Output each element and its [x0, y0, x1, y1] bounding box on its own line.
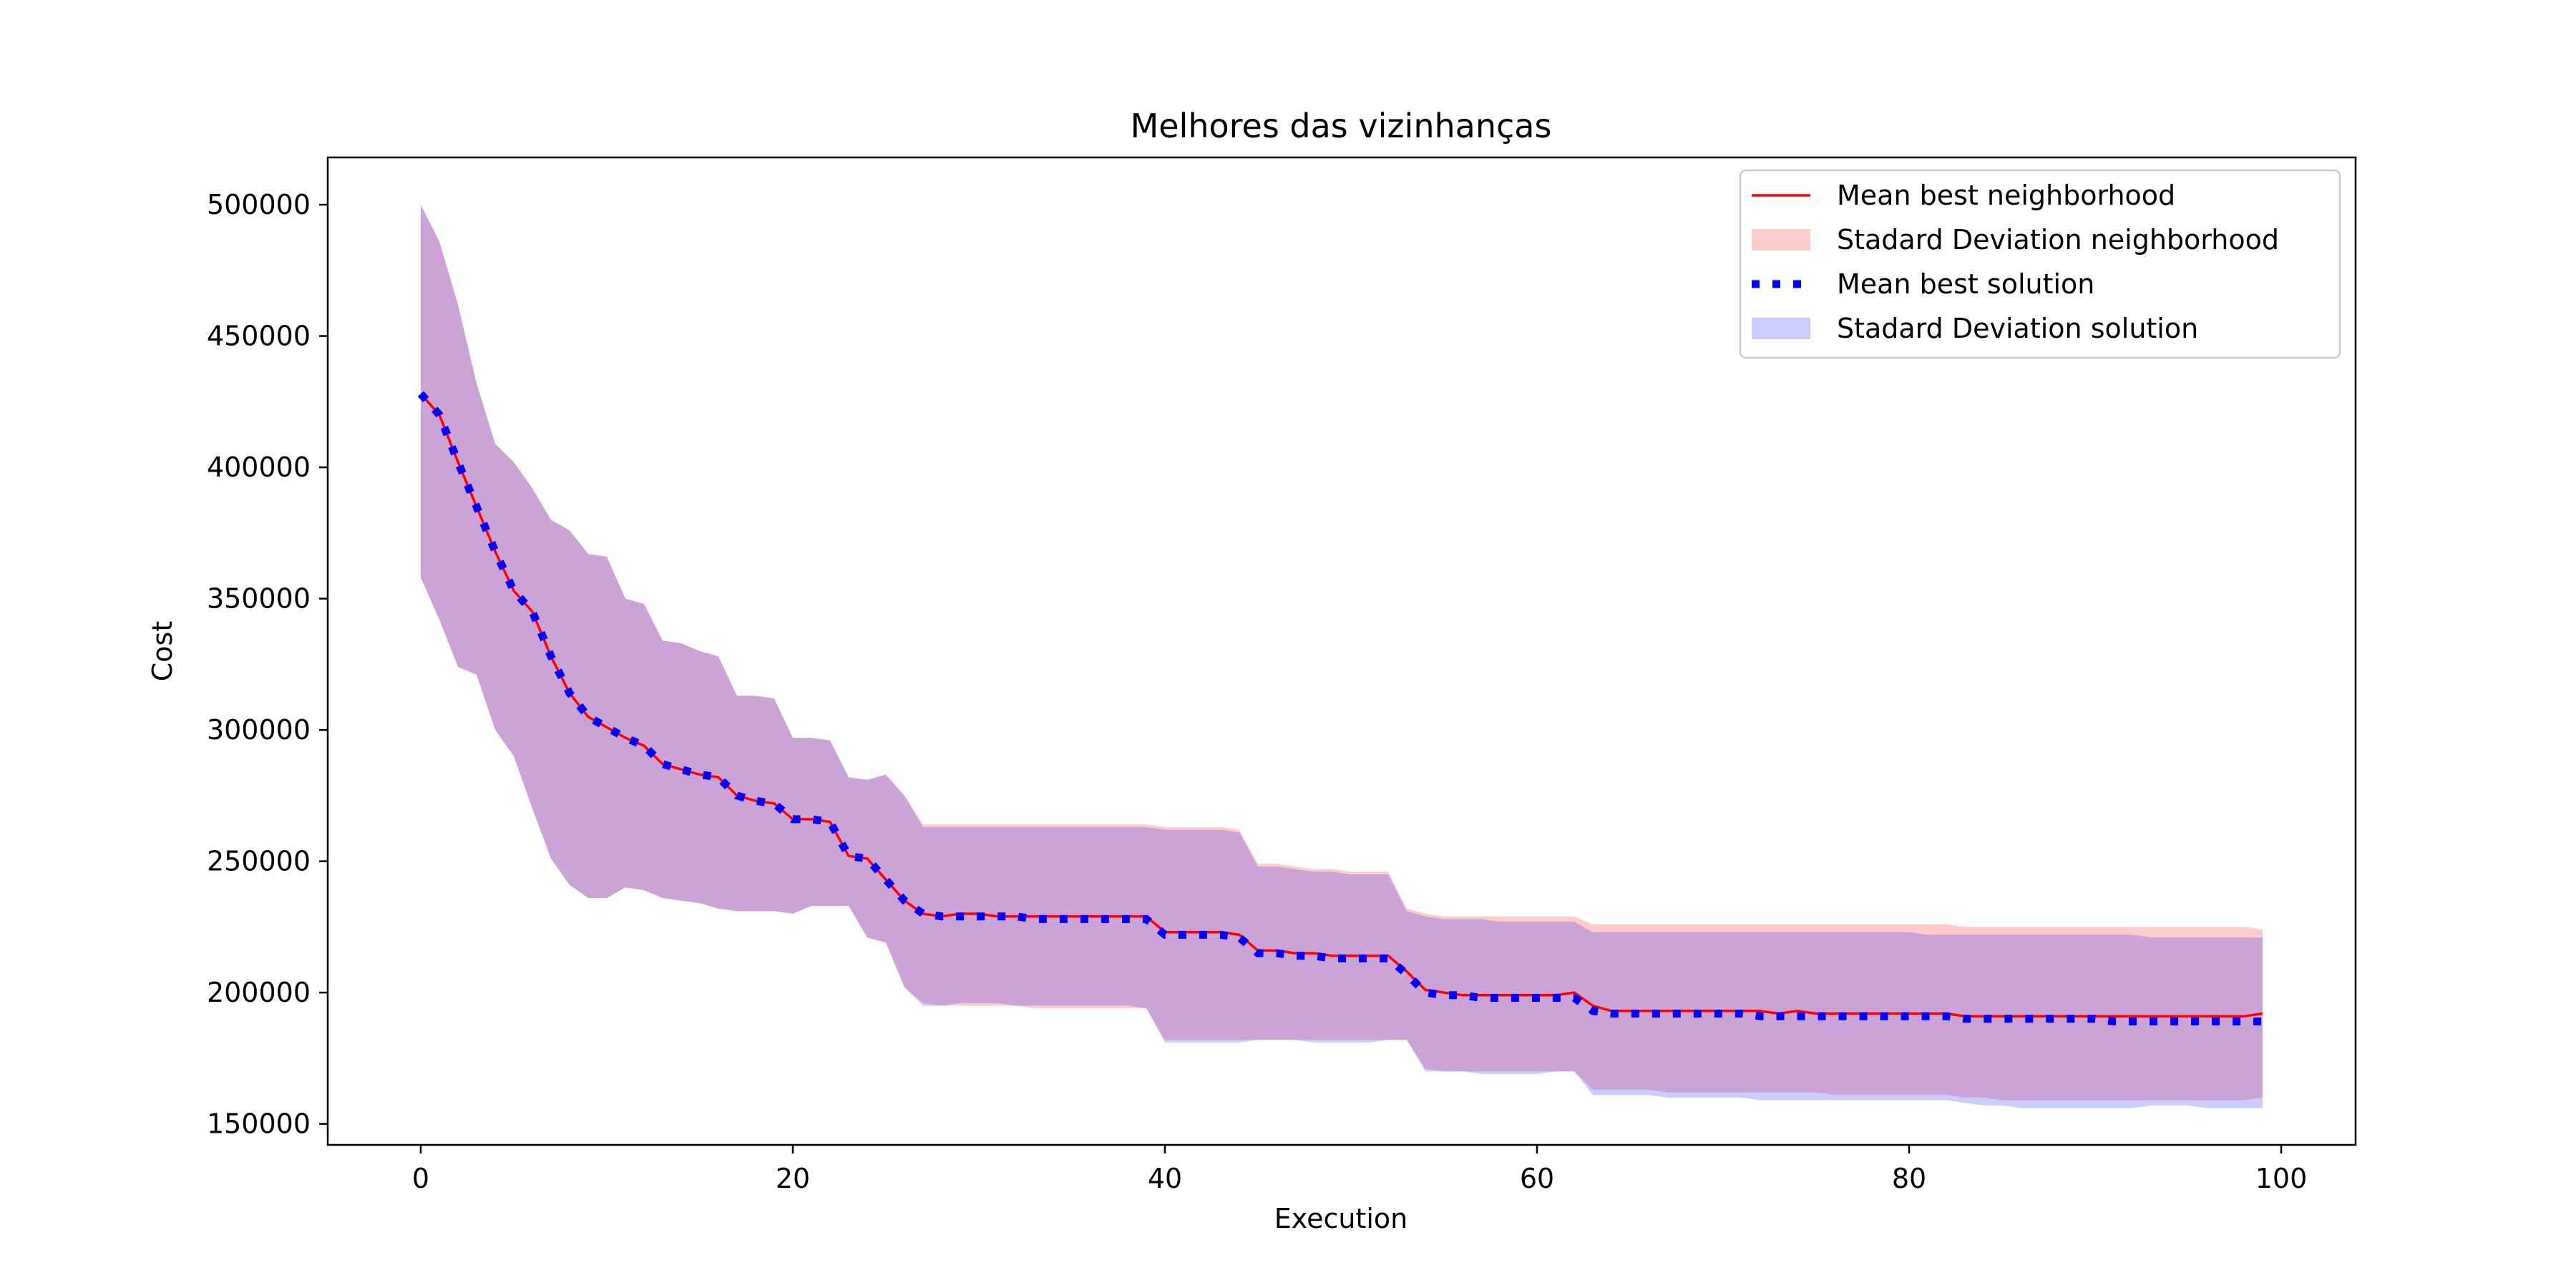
x-axis: 0 20 40 60 80 100: [412, 1145, 2307, 1194]
y-tick-label: 350000: [207, 583, 311, 615]
y-tick-label: 150000: [207, 1108, 311, 1140]
legend-swatch-patch: [1752, 229, 1810, 250]
plot-frame: [326, 156, 2357, 1146]
std-band-solution: [421, 205, 2263, 1108]
x-tick-label: 80: [1892, 1163, 1926, 1194]
y-tick-label: 200000: [207, 977, 311, 1008]
x-tick-label: 0: [412, 1163, 429, 1194]
y-axis: 150000 200000 250000 300000 350000 400000 4500…: [207, 189, 328, 1140]
y-tick-label: 500000: [207, 189, 311, 220]
y-tick-label: 300000: [207, 714, 311, 746]
legend: Mean best neighborhood Stadard Deviation …: [1739, 169, 2341, 359]
x-tick-label: 20: [776, 1163, 810, 1194]
x-axis-label: Execution: [1274, 1203, 1407, 1234]
chart-title: Melhores das vizinhanças: [1131, 107, 1552, 145]
legend-label: Stadard Deviation solution: [1837, 313, 2198, 344]
std-band-neighborhood: [421, 205, 2263, 1101]
y-axis-label: Cost: [147, 621, 178, 681]
y-tick-label: 450000: [207, 321, 311, 352]
legend-box: [1739, 169, 2341, 359]
series-line-mean-best-solution: [417, 391, 2263, 1025]
x-tick-label: 100: [2255, 1163, 2308, 1194]
legend-label: Mean best neighborhood: [1837, 180, 2175, 211]
legend-swatch-patch: [1752, 318, 1810, 339]
legend-label: Stadard Deviation neighborhood: [1837, 224, 2279, 255]
std-bands: [421, 205, 2263, 1108]
series-lines: [417, 391, 2263, 1025]
legend-label: Mean best solution: [1837, 268, 2094, 300]
x-tick-label: 40: [1148, 1163, 1182, 1194]
x-tick-label: 60: [1520, 1163, 1554, 1194]
y-tick-label: 400000: [207, 452, 311, 483]
y-tick-label: 250000: [207, 846, 311, 877]
